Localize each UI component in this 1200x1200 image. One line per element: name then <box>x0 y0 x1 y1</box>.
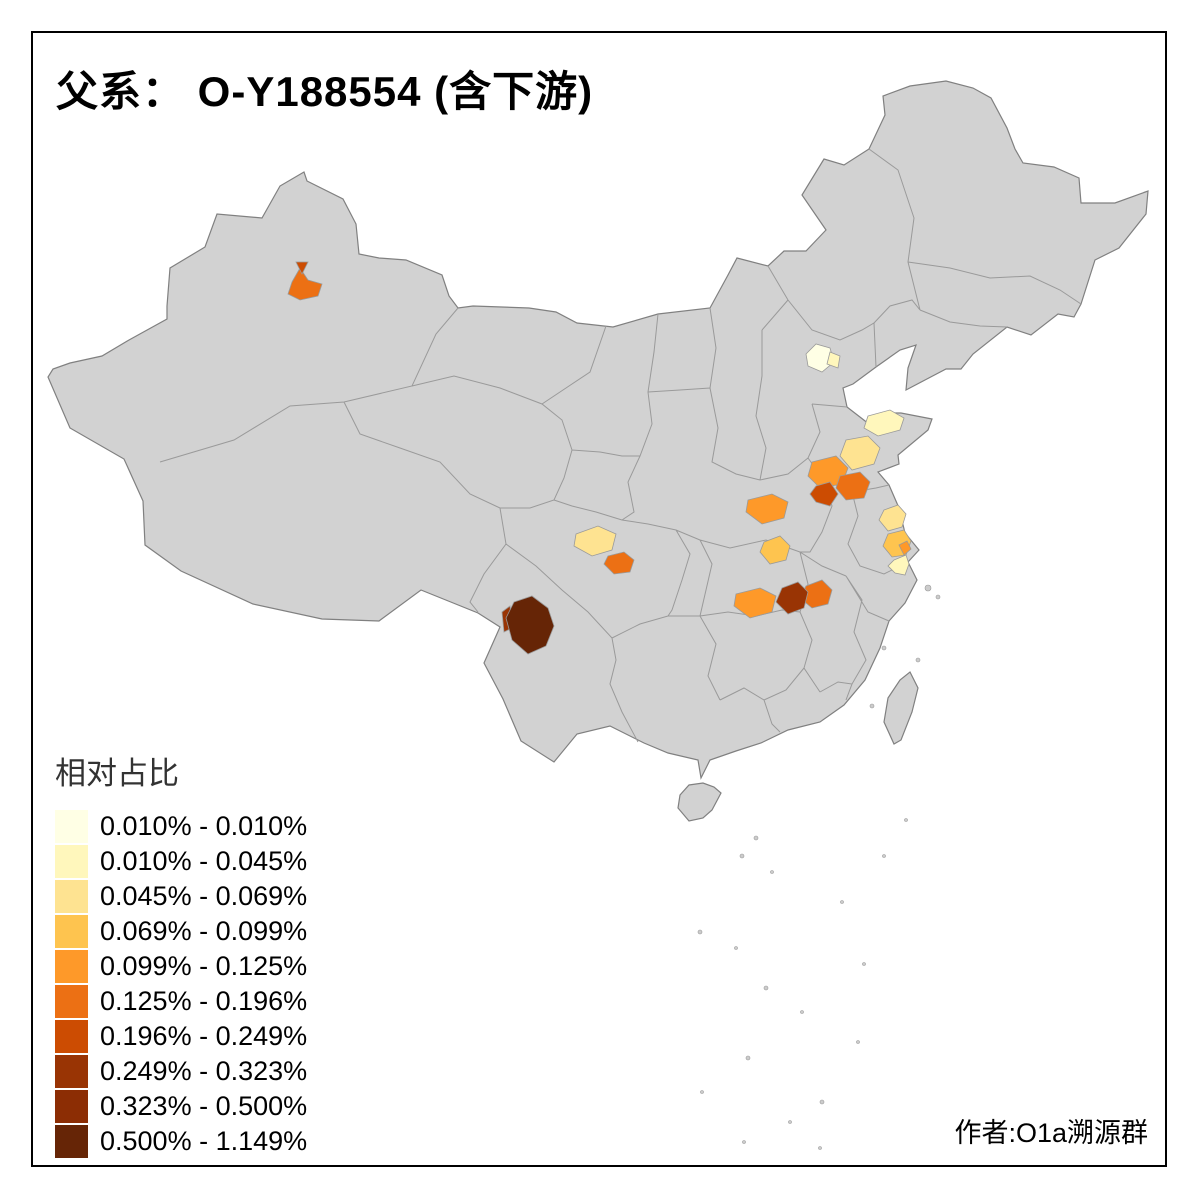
legend-label: 0.249% - 0.323% <box>100 1056 308 1086</box>
island-speck <box>881 645 887 651</box>
island-speck <box>763 985 769 991</box>
legend-row: 0.010% - 0.045% <box>55 844 307 879</box>
island-speck <box>788 1120 792 1124</box>
island-speck <box>697 929 703 935</box>
sea-islands <box>697 584 941 1150</box>
region-shandong-north <box>863 409 905 437</box>
author-credit: 作者:O1a溯源群 <box>954 1118 1148 1148</box>
legend-row: 0.099% - 0.125% <box>55 949 307 984</box>
island-speck <box>915 657 921 663</box>
region-jiangsu-dot <box>898 540 912 556</box>
region-yunnan-northwest <box>505 595 555 655</box>
legend-row: 0.010% - 0.010% <box>55 809 307 844</box>
taiwan-island <box>883 671 919 745</box>
legend-row: 0.500% - 1.149% <box>55 1124 307 1159</box>
island-speck <box>862 962 866 966</box>
region-beijing-east <box>826 351 841 369</box>
legend-label: 0.010% - 0.010% <box>100 811 308 841</box>
island-speck <box>840 900 844 904</box>
region-jiangxi-west <box>775 581 809 615</box>
province-borders <box>159 148 1082 743</box>
colored-regions <box>287 261 912 655</box>
island-speck <box>856 1040 860 1044</box>
legend: 相对占比 0.010% - 0.010% 0.010% - 0.045% 0.0… <box>55 748 307 1159</box>
region-hubei-north <box>759 535 791 565</box>
island-speck <box>800 1010 804 1014</box>
island-speck <box>739 853 745 859</box>
legend-label: 0.069% - 0.099% <box>100 916 308 946</box>
legend-swatch <box>55 1055 88 1088</box>
legend-label: 0.045% - 0.069% <box>100 881 308 911</box>
island-speck <box>819 1099 825 1105</box>
legend-swatch <box>55 845 88 878</box>
legend-row: 0.196% - 0.249% <box>55 1019 307 1054</box>
region-jiangsu-xuzhou <box>835 471 871 501</box>
legend-label: 0.500% - 1.149% <box>100 1126 308 1156</box>
legend-swatch <box>55 1020 88 1053</box>
island-speck <box>734 946 738 950</box>
legend-row: 0.069% - 0.099% <box>55 914 307 949</box>
region-henan-shangqiu <box>809 481 839 507</box>
region-shandong-central <box>839 435 881 471</box>
legend-title: 相对占比 <box>55 756 179 791</box>
island-speck <box>753 835 759 841</box>
legend-swatch <box>55 915 88 948</box>
island-speck <box>745 1055 751 1061</box>
legend-swatch <box>55 880 88 913</box>
legend-label: 0.010% - 0.045% <box>100 846 308 876</box>
island-speck <box>882 854 886 858</box>
legend-row: 0.249% - 0.323% <box>55 1054 307 1089</box>
island-speck <box>935 594 941 600</box>
island-speck <box>818 1146 822 1150</box>
region-sichuan-chengdu <box>573 525 617 557</box>
china-mainland-outline <box>47 80 1149 780</box>
map-title: 父系： O-Y188554 (含下游) <box>56 68 594 115</box>
legend-row: 0.125% - 0.196% <box>55 984 307 1019</box>
region-shanghai-area <box>887 554 910 576</box>
island-speck <box>770 870 774 874</box>
legend-row: 0.045% - 0.069% <box>55 879 307 914</box>
region-hunan-northeast <box>733 587 777 619</box>
legend-label: 0.125% - 0.196% <box>100 986 308 1016</box>
region-sichuan-south <box>603 551 635 575</box>
island-speck <box>904 818 908 822</box>
region-henan-nanyang <box>745 493 789 525</box>
island-speck <box>700 1090 704 1094</box>
legend-swatch <box>55 810 88 843</box>
legend-swatch <box>55 1090 88 1123</box>
legend-label: 0.196% - 0.249% <box>100 1021 308 1051</box>
region-jiangsu-central <box>878 504 907 532</box>
legend-row: 0.323% - 0.500% <box>55 1089 307 1124</box>
island-speck <box>869 703 875 709</box>
hainan-island <box>677 782 722 822</box>
legend-swatch <box>55 950 88 983</box>
island-speck <box>742 1140 746 1144</box>
legend-swatch <box>55 985 88 1018</box>
island-speck <box>924 584 932 592</box>
legend-swatch <box>55 1125 88 1158</box>
legend-label: 0.099% - 0.125% <box>100 951 308 981</box>
legend-label: 0.323% - 0.500% <box>100 1091 308 1121</box>
region-xinjiang-urumqi <box>295 261 309 275</box>
